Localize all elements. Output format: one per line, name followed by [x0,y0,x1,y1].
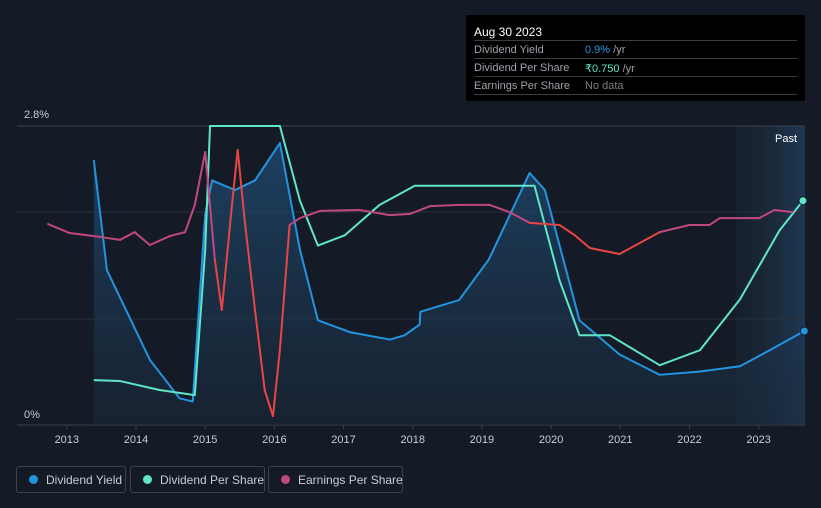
earnings-per-share-line-segment [298,209,322,220]
earnings-per-share-line-segment [278,223,291,351]
earnings-per-share-line-segment [358,209,391,217]
earnings-per-share-line-segment [99,235,122,241]
x-tick-label: 2020 [539,434,563,446]
earnings-per-share-line-segment [119,231,136,241]
earnings-per-share-line-segment [758,209,776,220]
earnings-per-share-line-segment [168,231,187,238]
earnings-per-share-line-segment [708,217,721,226]
earnings-per-share-line-segment [429,203,461,208]
tooltip-value: ₹0.750 /yr [585,63,635,75]
y-label-bottom: 0% [24,409,40,421]
tooltip-label: Earnings Per Share [474,80,570,92]
x-tick-label: 2019 [470,434,494,446]
legend-earnings-per-share[interactable]: Earnings Per Share [268,466,403,493]
dividend-yield-area [93,143,805,426]
dividend-yield-line [92,142,805,403]
earnings-per-share-line-segment [528,221,561,226]
x-tick-label: 2013 [55,434,79,446]
legend-label: Dividend Yield [46,473,123,487]
x-tick-label: 2014 [124,434,148,446]
tooltip-label: Dividend Yield [474,44,544,56]
tooltip-row-dividend-yield: Dividend Yield 0.9% /yr [474,40,797,59]
x-tick-label: 2023 [746,434,770,446]
tooltip-label: Dividend Per Share [474,62,570,74]
earnings-per-share-line-segment [220,209,233,311]
tooltip: Aug 30 2023 Dividend Yield 0.9% /yr Divi… [466,15,805,101]
earnings-per-share-line-segment [508,211,531,224]
x-tick-label: 2018 [400,434,424,446]
earnings-per-share-line-segment [573,234,591,249]
earnings-per-share-line-segment [618,231,661,255]
legend-dividend-per-share[interactable]: Dividend Per Share [130,466,265,493]
legend-label: Dividend Per Share [160,473,265,487]
tooltip-row-earnings-per-share: Earnings Per Share No data [474,76,797,95]
earnings-per-share-line-segment [558,223,576,237]
x-tick-label: 2015 [193,434,217,446]
earnings-per-share-line-segment [148,235,171,247]
earnings-per-share-line-segment [236,148,246,221]
tooltip-row-dividend-per-share: Dividend Per Share ₹0.750 /yr [474,58,797,77]
earnings-per-share-line-segment [204,151,216,261]
legend-dividend-yield[interactable]: Dividend Yield [16,466,126,493]
earnings-per-share-line-segment [263,389,274,418]
tooltip-value: 0.9% /yr [585,44,626,56]
tooltip-value: No data [585,80,624,92]
earnings-per-share-line-segment [243,218,256,311]
earnings-per-share-line-segment [253,308,266,392]
y-label-top: 2.8% [24,109,49,121]
earnings-per-share-line-segment [133,231,151,247]
legend-dot-icon [281,475,290,484]
legend-dot-icon [29,475,38,484]
earnings-per-share-line-segment [773,209,794,214]
x-tick-label: 2022 [677,434,701,446]
legend-label: Earnings Per Share [298,473,403,487]
earnings-per-share-line-segment [230,148,239,212]
earnings-per-share-line-segment [658,223,691,234]
x-tick-label: 2021 [608,434,632,446]
earnings-per-share-line-segment [408,205,432,215]
x-tick-label: 2016 [262,434,286,446]
dividend-per-share-end-marker [798,196,808,206]
earnings-per-share-line-segment [271,348,281,418]
tooltip-date: Aug 30 2023 [474,25,543,39]
earnings-per-share-line-segment [213,258,223,311]
earnings-per-share-line-segment [588,246,621,255]
dividend-per-share-line [93,125,804,397]
dividend-yield-end-marker [799,326,809,336]
earnings-per-share-line-segment [388,212,411,217]
earnings-per-share-line-segment [193,151,207,206]
past-label: Past [775,133,797,145]
divider [474,94,797,95]
earnings-per-share-line-segment [68,232,102,238]
earnings-per-share-line-segment [288,217,301,226]
earnings-per-share-line-segment [319,209,361,212]
earnings-per-share-line-segment [488,203,511,214]
earnings-per-share-line-segment [184,203,196,234]
earnings-per-share-line-segment [47,223,71,235]
legend-dot-icon [143,475,152,484]
x-tick-label: 2017 [331,434,355,446]
